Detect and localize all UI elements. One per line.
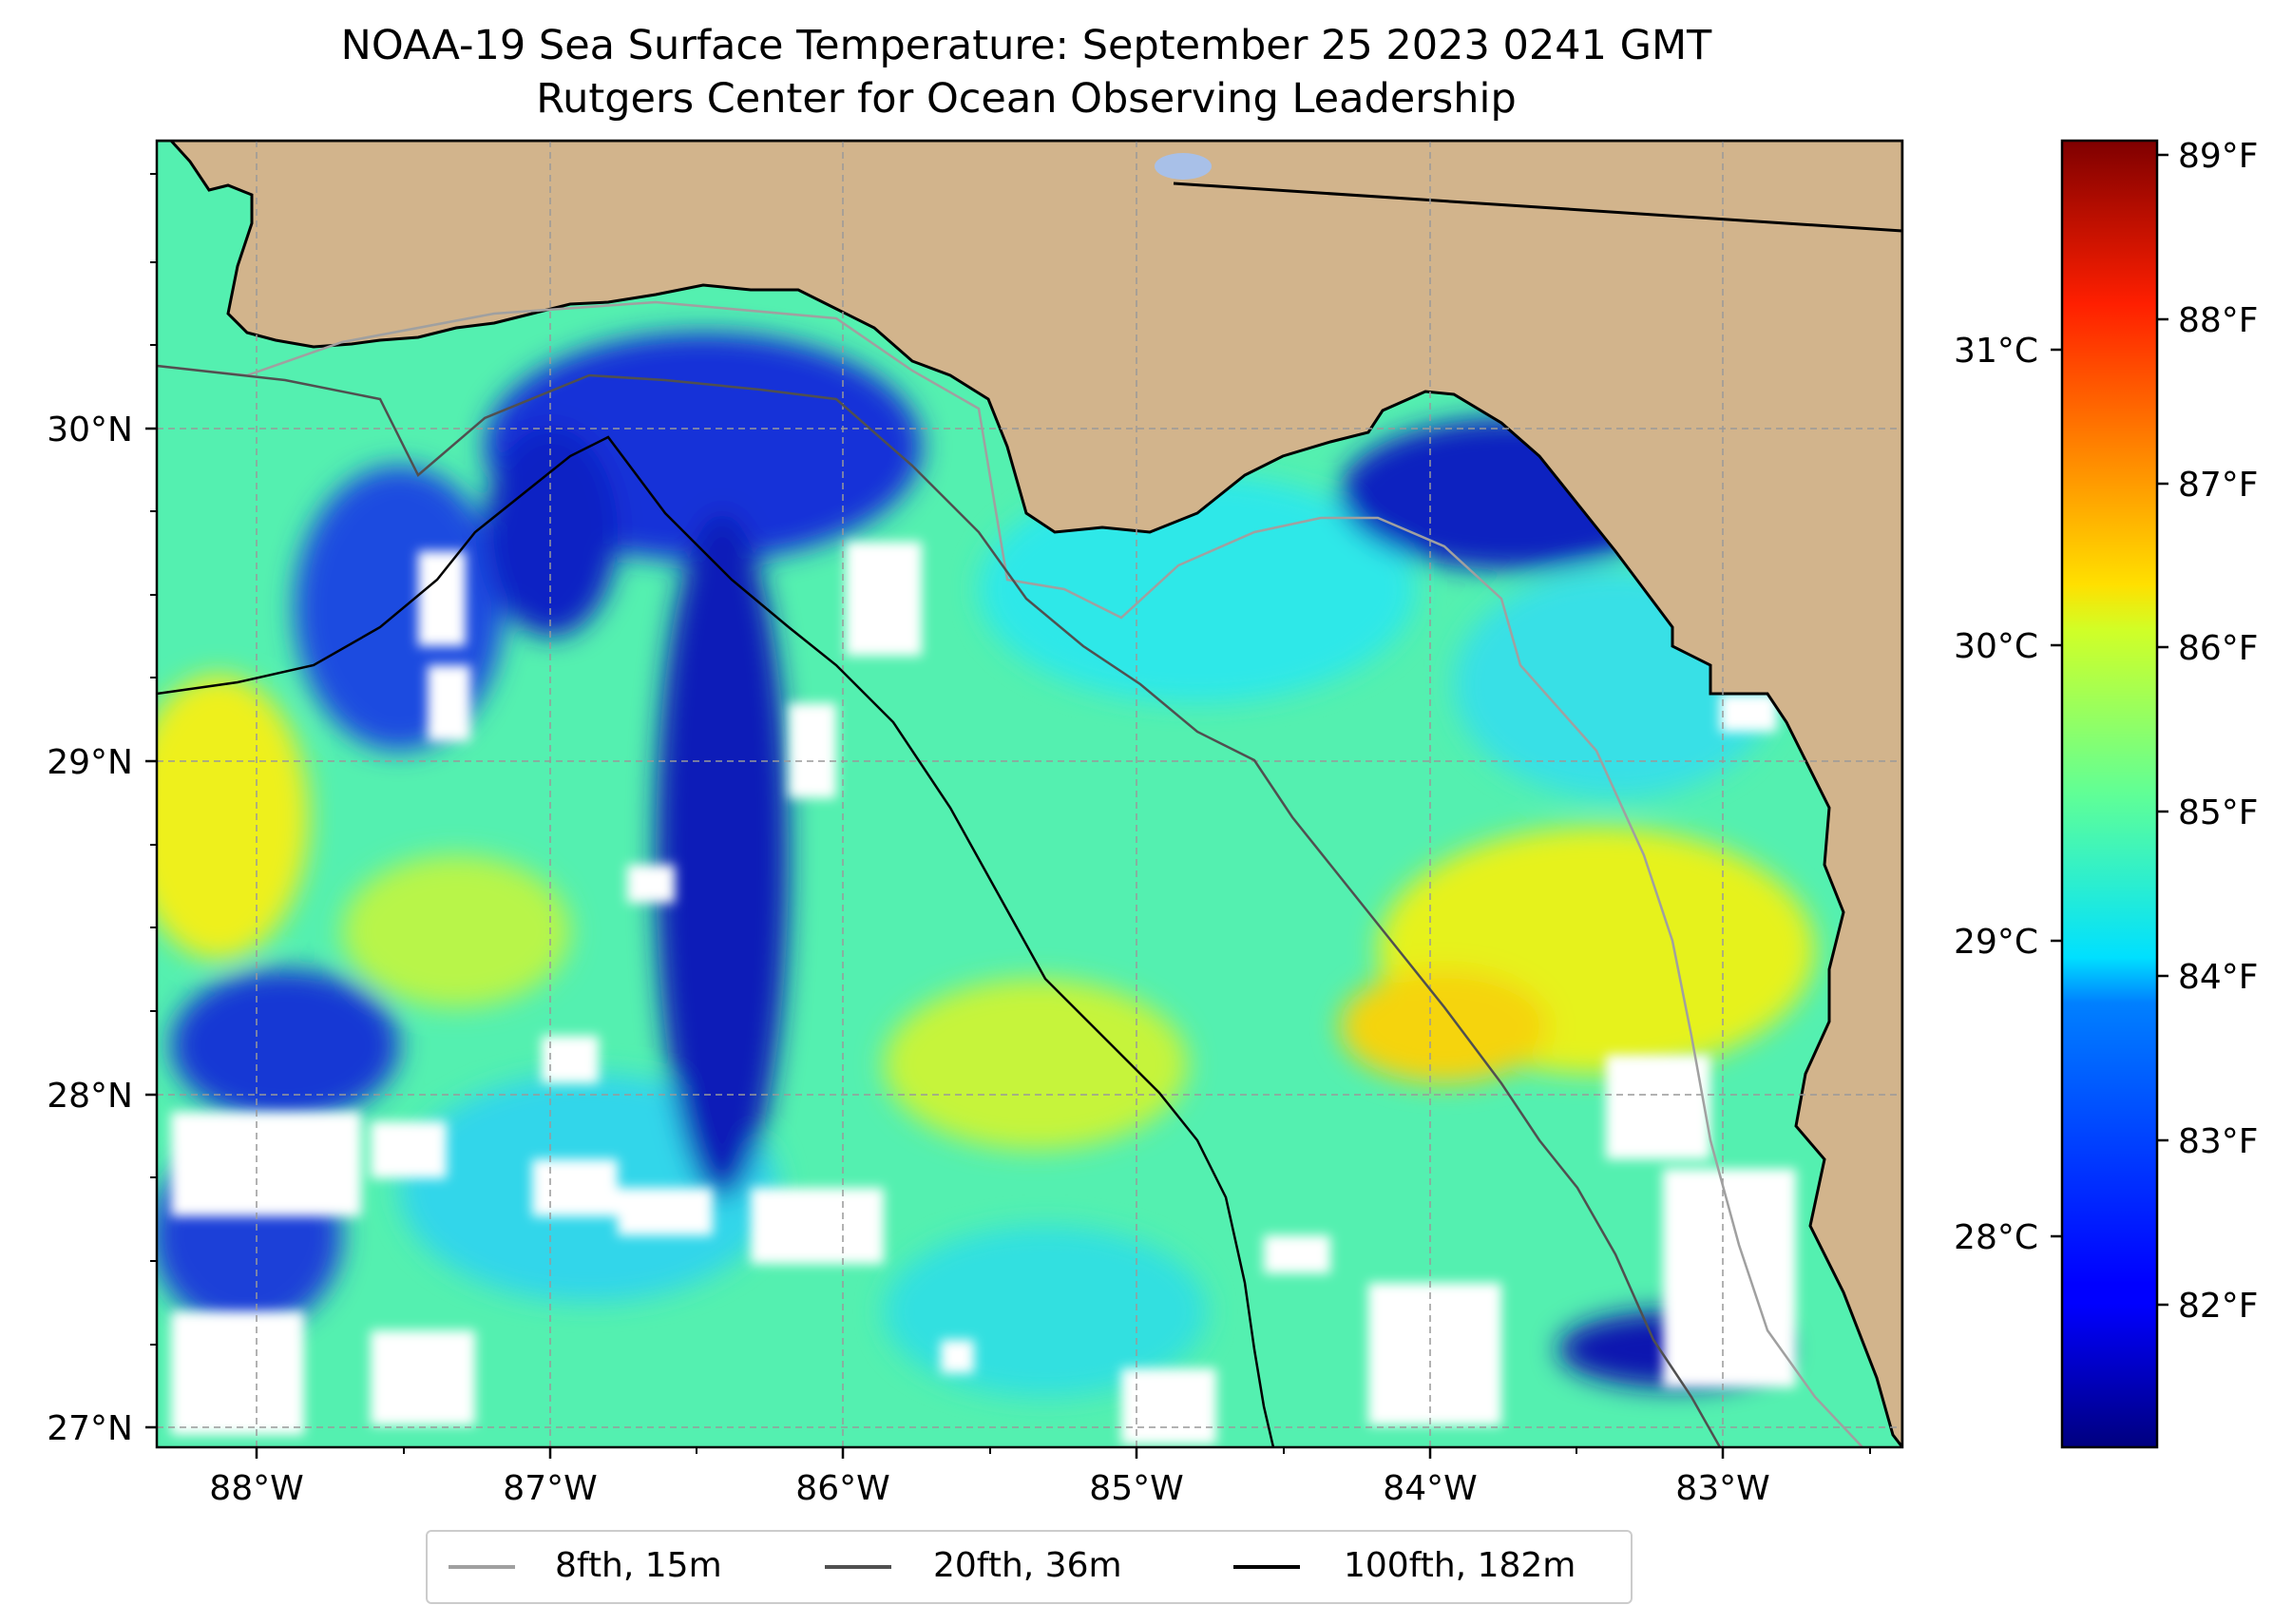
gridlines: [157, 141, 1902, 1447]
legend-label-20fth: 20fth, 36m: [933, 1546, 1122, 1585]
state-border: [1173, 182, 1902, 233]
lat-tick-label: 28°N: [47, 1077, 133, 1116]
celsius-tick-label: 28°C: [1954, 1218, 2038, 1257]
lon-tick-label: 88°W: [209, 1469, 303, 1508]
colorbar-celsius-ticks: [2051, 348, 2062, 1238]
lake: [1155, 153, 1212, 180]
fahrenheit-tick-label: 84°F: [2178, 958, 2259, 997]
lat-tick-label: 30°N: [47, 411, 133, 449]
lon-tick-label: 85°W: [1089, 1469, 1183, 1508]
lat-tick-label: 27°N: [47, 1409, 133, 1448]
celsius-tick-label: 31°C: [1954, 332, 2038, 371]
map-subtitle: Rutgers Center for Ocean Observing Leade…: [536, 75, 1517, 123]
legend-swatch-100fth: [1233, 1565, 1300, 1569]
lon-tick-label: 86°W: [795, 1469, 889, 1508]
celsius-tick-label: 30°C: [1954, 627, 2038, 666]
lon-tick-label: 83°W: [1675, 1469, 1769, 1508]
legend-swatch-20fth: [825, 1565, 891, 1569]
map-frame: [155, 139, 1904, 1449]
legend-label-100fth: 100fth, 182m: [1344, 1546, 1576, 1585]
isobath-100fth: [157, 435, 1275, 1447]
lon-tick-label: 87°W: [503, 1469, 597, 1508]
coastline-land: [157, 141, 1902, 1447]
legend-swatch-8fth: [449, 1565, 515, 1569]
cloud-mask: [171, 542, 1796, 1444]
map-title: NOAA-19 Sea Surface Temperature: Septemb…: [340, 22, 1712, 69]
colorbar: [2060, 139, 2159, 1449]
fahrenheit-tick-label: 87°F: [2178, 466, 2259, 505]
fahrenheit-tick-label: 82°F: [2178, 1287, 2259, 1326]
colorbar-fahrenheit-ticks: [2157, 153, 2168, 1307]
fahrenheit-tick-label: 86°F: [2178, 629, 2259, 668]
lat-tick-label: 29°N: [47, 743, 133, 782]
map-major-ticks: [145, 427, 1725, 1459]
fahrenheit-tick-label: 88°F: [2178, 301, 2259, 340]
lon-tick-label: 84°W: [1383, 1469, 1477, 1508]
fahrenheit-tick-label: 83°F: [2178, 1122, 2259, 1161]
isobath-legend: 8fth, 15m 20fth, 36m 100fth, 182m: [426, 1530, 1633, 1604]
isobath-20fth: [157, 364, 1722, 1447]
celsius-tick-label: 29°C: [1954, 923, 2038, 962]
legend-label-8fth: 8fth, 15m: [555, 1546, 722, 1585]
fahrenheit-tick-label: 85°F: [2178, 793, 2259, 832]
fahrenheit-tick-label: 89°F: [2178, 137, 2259, 176]
map-minor-ticks: [150, 173, 1871, 1454]
isobath-8fth: [157, 300, 1863, 1447]
map-panel: [157, 141, 1902, 1447]
